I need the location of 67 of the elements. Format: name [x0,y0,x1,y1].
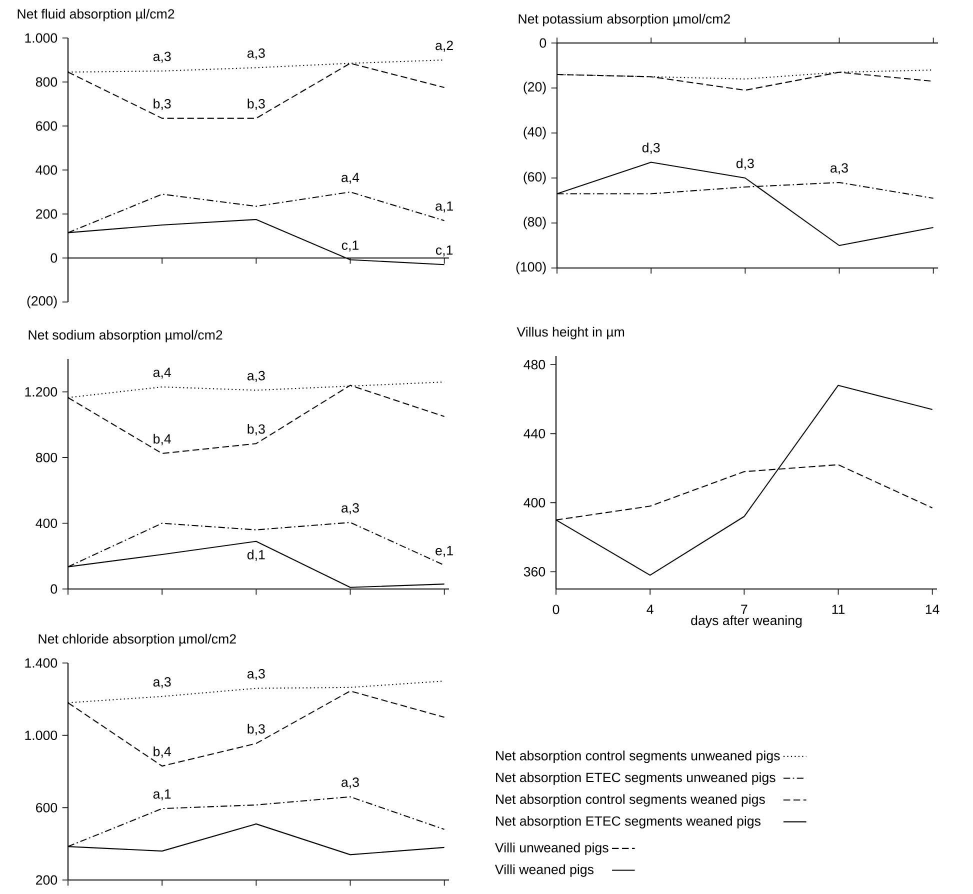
y-tick-label: (100) [516,262,546,274]
annotation: a,4 [342,172,360,184]
legend-label: Net absorption control segments weaned pigs [496,794,765,807]
chart-title: Net potassium absorption µmol/cm2 [518,14,730,26]
y-tick-label: 1.200 [25,387,58,397]
x-tick-label: 0 [552,604,560,614]
y-tick-label: 480 [524,360,546,370]
y-tick-label: 1.000 [25,33,58,43]
annotation: a,4 [153,368,171,379]
y-tick-label: 400 [524,498,546,508]
y-tick-label: 360 [524,567,546,576]
legend-label: Net absorption ETEC segments unweaned pigs [496,772,776,785]
y-tick-label: 400 [36,165,58,175]
annotation: a,3 [247,370,265,382]
y-tick-label: 800 [36,452,58,462]
y-tick-label: 0 [50,253,58,263]
legend-label: Villi weaned pigs [494,864,594,877]
y-tick-label: (40) [524,126,546,140]
annotation: c,1 [342,240,358,252]
x-tick-label: 4 [646,604,654,614]
y-tick-label: 600 [36,802,58,812]
annotation: c,1 [436,245,453,256]
annotation: a,2 [436,40,453,52]
annotation: a,3 [247,48,265,60]
annotation: b,3 [248,98,265,110]
annotation: d,3 [736,158,754,170]
annotation: b,3 [248,424,265,436]
y-tick-label: 1.000 [25,730,58,740]
annotation: b,3 [154,98,171,110]
y-tick-label: 800 [36,77,58,87]
y-tick-label: 600 [36,121,58,131]
y-tick-label: 440 [524,428,546,438]
legend-label: Net absorption control segments unweaned pigs [496,750,780,764]
legend-label: Villi unweaned pigs [494,842,608,856]
legend-label: Net absorption ETEC segments weaned pigs [496,816,760,828]
annotation: a,3 [153,677,171,688]
y-tick-label: 200 [36,209,58,219]
annotation: a,3 [342,503,359,514]
chart-title: Net chloride absorption µmol/cm2 [38,634,236,646]
y-tick-label: 200 [36,875,58,885]
chart-title: Villus height in µm [516,326,624,340]
annotation: a,1 [436,201,453,212]
y-tick-label: (200) [27,296,57,308]
y-tick-label: 0 [50,584,58,594]
annotation: b,3 [248,724,265,736]
annotation: b,4 [154,434,171,446]
y-tick-label: (80) [524,216,546,230]
y-tick-label: 400 [36,518,58,528]
y-tick-label: 0 [540,38,546,48]
annotation: a,3 [153,52,171,63]
x-tick-label: 11 [832,604,845,614]
annotation: b,4 [154,746,171,758]
y-tick-label: 1.400 [25,658,58,668]
annotation: e,1 [436,546,453,557]
chart-title: Net sodium absorption µmol/cm2 [28,330,222,342]
annotation: a,1 [153,789,171,800]
annotation: d,3 [642,142,660,154]
chart-title: Net fluid absorption µl/cm2 [18,8,174,22]
y-tick-label: (20) [524,82,546,94]
x-tick-label: 14 [926,604,940,614]
y-tick-label: (60) [524,172,546,184]
annotation: a,3 [342,778,359,789]
x-tick-label: 7 [741,604,748,614]
annotation: a,3 [830,163,848,174]
annotation: d,1 [247,550,265,561]
x-axis-title: days after weaning [691,615,802,628]
annotation: a,3 [247,669,265,680]
